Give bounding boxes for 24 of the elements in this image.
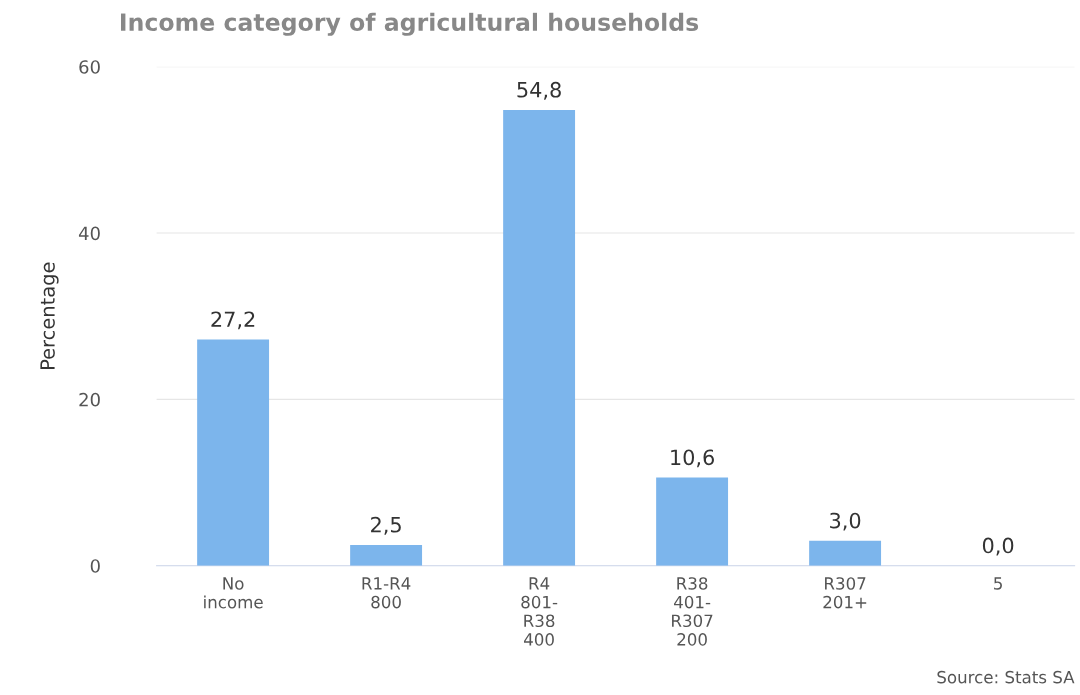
data-label: 0,0: [982, 537, 1014, 556]
y-tick-label: 40: [78, 226, 100, 241]
x-tick-label: R4 801- R38 400: [521, 577, 558, 646]
y-tick-label: 60: [79, 60, 100, 74]
bar: [350, 544, 423, 566]
data-label: 3,0: [830, 512, 861, 531]
bar: [197, 339, 270, 566]
x-tick-label: R1-R4 800: [362, 577, 411, 609]
data-label: 54,8: [517, 81, 561, 100]
data-label: 10,6: [671, 449, 714, 468]
source-note: Source: Stats SA: [937, 670, 1075, 684]
y-tick-label: 0: [90, 559, 100, 573]
data-label: 27,2: [211, 311, 255, 330]
bar: [656, 477, 729, 566]
x-tick-label: No income: [204, 577, 263, 609]
bar: [809, 540, 882, 566]
x-tick-label: R307 201+: [823, 577, 867, 609]
chart-title: Income category of agricultural households: [120, 12, 699, 36]
bar: [503, 109, 576, 566]
data-label: 2,5: [371, 516, 401, 535]
x-tick-label: R38 401- R307 200: [672, 577, 713, 646]
y-tick-label: 20: [79, 392, 100, 407]
y-axis-title: Percentage: [40, 262, 59, 369]
x-tick-label: 5: [994, 577, 1002, 590]
